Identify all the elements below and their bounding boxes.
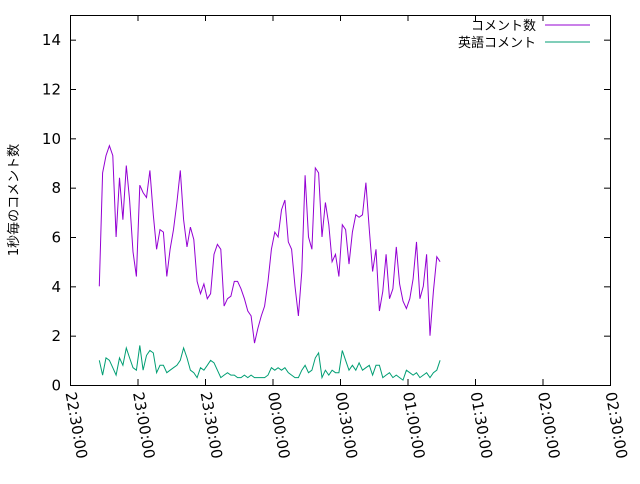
x-tick-label: 22:30:00 (62, 391, 91, 460)
x-tick-label: 23:00:00 (129, 391, 158, 460)
x-tick-label: 00:30:00 (332, 391, 361, 460)
series-line-0 (98, 144, 441, 344)
y-tick-label: 12 (42, 81, 61, 99)
x-tick-label: 01:30:00 (467, 391, 496, 460)
plot-frame (70, 15, 611, 386)
series-layer (98, 144, 441, 381)
legend-label: 英語コメント (458, 35, 536, 51)
y-tick-label: 6 (51, 229, 61, 247)
y-tick-label: 8 (51, 179, 61, 197)
series-line-1 (98, 345, 441, 381)
x-tick-label: 01:00:00 (399, 391, 428, 460)
y-tick-label: 0 (51, 377, 61, 395)
y-axis: 0 2 4 6 8 10 12 14 (42, 31, 610, 395)
x-tick-label: 23:30:00 (197, 391, 226, 460)
x-tick-label: 02:30:00 (602, 391, 631, 460)
legend-label: コメント数 (471, 19, 536, 34)
x-tick-label: 00:00:00 (264, 391, 293, 460)
x-tick-label: 02:00:00 (534, 391, 563, 460)
y-axis-label: 1秒毎のコメント数 (6, 144, 22, 256)
y-tick-label: 10 (42, 130, 61, 148)
y-tick-label: 2 (51, 327, 61, 345)
y-tick-label: 4 (51, 278, 61, 296)
y-tick-label: 14 (42, 31, 61, 49)
